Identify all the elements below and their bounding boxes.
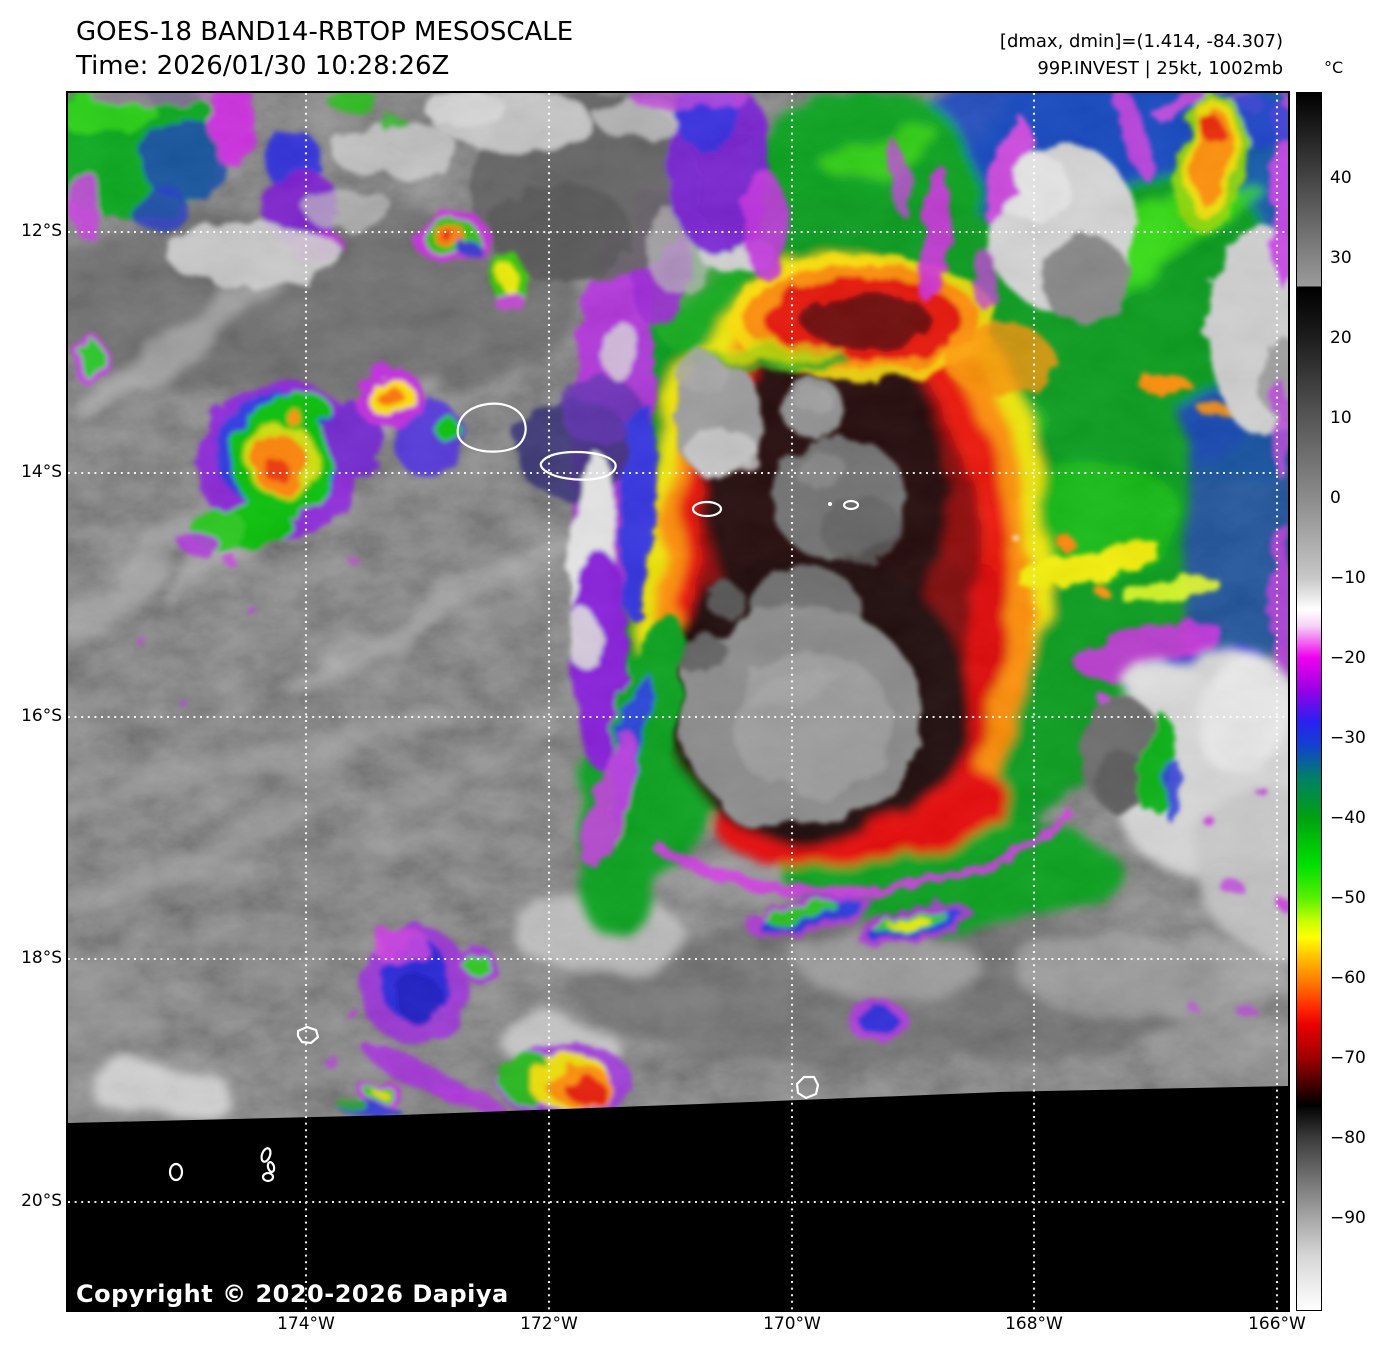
lon-tick-170w: 170°W xyxy=(763,1314,821,1334)
copyright-text: Copyright © 2020-2026 Dapiya xyxy=(76,1280,509,1308)
colorbar-tick: 30 xyxy=(1330,248,1352,268)
lon-tick-168w: 168°W xyxy=(1005,1314,1063,1334)
storm-id-readout: 99P.INVEST | 25kt, 1002mb xyxy=(1037,58,1283,79)
satellite-imagery-canvas xyxy=(68,93,1288,1310)
lon-tick-172w: 172°W xyxy=(520,1314,578,1334)
colorbar-tick: −30 xyxy=(1330,728,1366,748)
lat-tick-16s: 16°S xyxy=(21,706,62,726)
dmax-dmin-readout: [dmax, dmin]=(1.414, -84.307) xyxy=(999,31,1283,52)
scan-edge-black-band xyxy=(68,1086,1288,1310)
colorbar-tick: −70 xyxy=(1330,1048,1366,1068)
timestamp: Time: 2026/01/30 10:28:26Z xyxy=(76,51,450,81)
colorbar-tick: −10 xyxy=(1330,568,1366,588)
colorbar-tick: −60 xyxy=(1330,968,1366,988)
colorbar-tick: 20 xyxy=(1330,328,1352,348)
colorbar-tick: −40 xyxy=(1330,808,1366,828)
colorbar-tick: 0 xyxy=(1330,488,1341,508)
colorbar-tick: −20 xyxy=(1330,648,1366,668)
temperature-colorbar xyxy=(1296,92,1322,1311)
colorbar-tick: −90 xyxy=(1330,1208,1366,1228)
lat-tick-12s: 12°S xyxy=(21,221,62,241)
lon-tick-166w: 166°W xyxy=(1248,1314,1306,1334)
lat-tick-18s: 18°S xyxy=(21,948,62,968)
colorbar-tick: −80 xyxy=(1330,1128,1366,1148)
colorbar-tick: −50 xyxy=(1330,888,1366,908)
coastline-outlines xyxy=(168,402,860,1183)
graticule-gridlines xyxy=(68,93,1288,1310)
colorbar-unit-label: °C xyxy=(1324,58,1344,77)
colorbar-tick: 40 xyxy=(1330,168,1352,188)
page-title: GOES-18 BAND14-RBTOP MESOSCALE xyxy=(76,17,574,47)
colorbar-tick: 10 xyxy=(1330,408,1352,428)
lat-tick-20s: 20°S xyxy=(21,1191,62,1211)
lat-tick-14s: 14°S xyxy=(21,462,62,482)
lon-tick-174w: 174°W xyxy=(277,1314,335,1334)
satellite-map xyxy=(66,91,1290,1312)
